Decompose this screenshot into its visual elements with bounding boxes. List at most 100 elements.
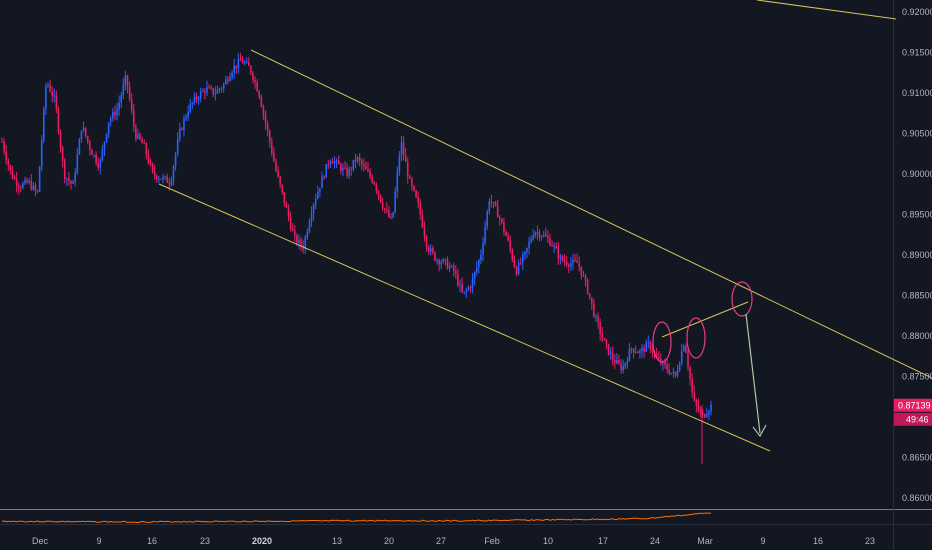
annotations: [158, 0, 932, 452]
candle-body: [584, 275, 587, 280]
x-tick-label: Dec: [32, 536, 49, 546]
arrow-down[interactable]: [745, 313, 761, 434]
candle-body: [291, 228, 294, 231]
price-badges: 0.87139 49:46: [894, 398, 932, 426]
candle-body: [285, 203, 288, 208]
candle-body: [360, 160, 363, 165]
candle-body: [66, 178, 68, 180]
candle-body: [440, 262, 443, 265]
candle-body: [329, 161, 332, 165]
candle-body: [411, 178, 413, 186]
candle-body: [310, 213, 313, 223]
candle-body: [549, 238, 551, 246]
candle-body: [377, 190, 380, 196]
candle-body: [693, 392, 696, 400]
x-axis[interactable]: Dec 9 16 23 2020 13 20 27 Feb 10 17 24 Mar 9 16 23: [32, 536, 875, 546]
candle-body: [603, 338, 606, 341]
candle-body: [28, 180, 30, 183]
candle-body: [195, 96, 198, 100]
candle-body: [475, 267, 478, 273]
candle-body: [432, 248, 434, 253]
candle-body: [109, 118, 112, 123]
candle-body: [178, 128, 181, 139]
candle-body: [515, 267, 518, 275]
candle-body: [434, 252, 436, 261]
candle-body: [521, 254, 524, 263]
candle-body: [672, 371, 675, 373]
candle-body: [40, 140, 43, 167]
candle-body: [231, 72, 233, 78]
candle-body: [76, 154, 79, 174]
candle-body: [55, 95, 58, 109]
shoulder-circle-right[interactable]: [686, 317, 706, 359]
candle-body: [484, 226, 486, 243]
candle-body: [590, 297, 593, 304]
candle-body: [421, 214, 424, 228]
candle-body: [107, 122, 110, 134]
candle-body: [218, 88, 221, 90]
shoulder-circle-left[interactable]: [652, 321, 672, 363]
candle-body: [206, 87, 208, 93]
candle-body: [565, 261, 568, 265]
upper-channel-line[interactable]: [250, 49, 932, 379]
candle-body: [394, 191, 396, 213]
candle-body: [649, 341, 652, 350]
candle-body: [132, 110, 135, 127]
candle-body: [444, 259, 447, 261]
x-tick-label: 9: [760, 536, 765, 546]
candle-body: [501, 218, 503, 223]
candle-body: [312, 204, 315, 214]
candle-body: [413, 185, 415, 191]
candle-body: [103, 141, 106, 150]
candle-body: [30, 180, 33, 190]
candle-body: [492, 202, 495, 204]
candle-body: [258, 91, 261, 97]
candle-body: [3, 141, 5, 152]
candle-body: [296, 235, 298, 244]
candle-body: [314, 198, 317, 205]
candle-body: [47, 85, 49, 87]
candle-body: [137, 133, 139, 139]
candle-body: [570, 263, 572, 267]
candle-body: [325, 164, 327, 178]
candle-body: [344, 167, 346, 169]
candle-body: [461, 284, 463, 293]
candle-body: [337, 160, 340, 165]
candle-body: [13, 178, 16, 180]
y-tick-label: 0.90000: [902, 169, 932, 179]
candle-body: [208, 87, 210, 89]
candle-body: [342, 167, 344, 171]
candle-body: [323, 176, 325, 178]
candle-body: [632, 348, 635, 353]
candle-body: [463, 291, 466, 293]
candle-body: [699, 410, 702, 413]
candle-body: [708, 411, 710, 415]
candle-body: [511, 249, 514, 260]
trend-line-top[interactable]: [756, 0, 897, 20]
candle-body: [241, 60, 244, 64]
candle-body: [524, 251, 526, 255]
candle-body: [135, 126, 137, 139]
lower-channel-line[interactable]: [158, 183, 771, 452]
candle-body: [118, 102, 120, 110]
candle-body: [187, 111, 189, 117]
candle-body: [689, 367, 691, 379]
candle-body: [204, 90, 206, 93]
candle-body: [423, 227, 426, 237]
candle-body: [427, 247, 430, 252]
candle-body: [415, 190, 417, 198]
candle-body: [507, 235, 509, 241]
last-price-text: 0.87139: [898, 401, 931, 411]
candle-body: [417, 197, 419, 203]
candle-body: [340, 164, 342, 171]
candle-body: [256, 81, 258, 92]
candle-body: [683, 345, 685, 351]
candle-body: [396, 171, 399, 192]
candle-body: [375, 184, 378, 191]
target-circle[interactable]: [731, 281, 753, 317]
candle-body: [383, 208, 386, 210]
candle-body: [233, 65, 235, 73]
y-tick-label: 0.86500: [902, 453, 932, 463]
candle-body: [611, 352, 614, 361]
